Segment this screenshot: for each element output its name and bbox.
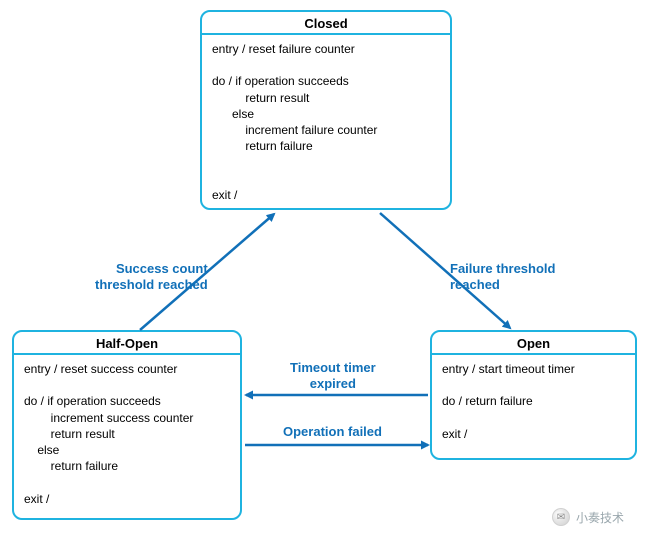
state-closed-body: entry / reset failure counter do / if op… — [202, 35, 450, 211]
label-failure: Failure threshold reached — [450, 261, 555, 292]
watermark-text: 小奏技术 — [576, 509, 624, 526]
state-open: Open entry / start timeout timer do / re… — [430, 330, 637, 460]
wechat-icon: ✉ — [552, 508, 570, 526]
label-timeout: Timeout timer expired — [290, 360, 376, 391]
label-opfailed: Operation failed — [283, 424, 382, 440]
state-closed: Closed entry / reset failure counter do … — [200, 10, 452, 210]
state-open-title: Open — [432, 332, 635, 355]
state-closed-title: Closed — [202, 12, 450, 35]
label-success: Success count threshold reached — [95, 261, 208, 292]
state-open-body: entry / start timeout timer do / return … — [432, 355, 635, 450]
state-halfopen-body: entry / reset success counter do / if op… — [14, 355, 240, 515]
state-halfopen: Half-Open entry / reset success counter … — [12, 330, 242, 520]
state-halfopen-title: Half-Open — [14, 332, 240, 355]
watermark: ✉ 小奏技术 — [552, 508, 624, 526]
